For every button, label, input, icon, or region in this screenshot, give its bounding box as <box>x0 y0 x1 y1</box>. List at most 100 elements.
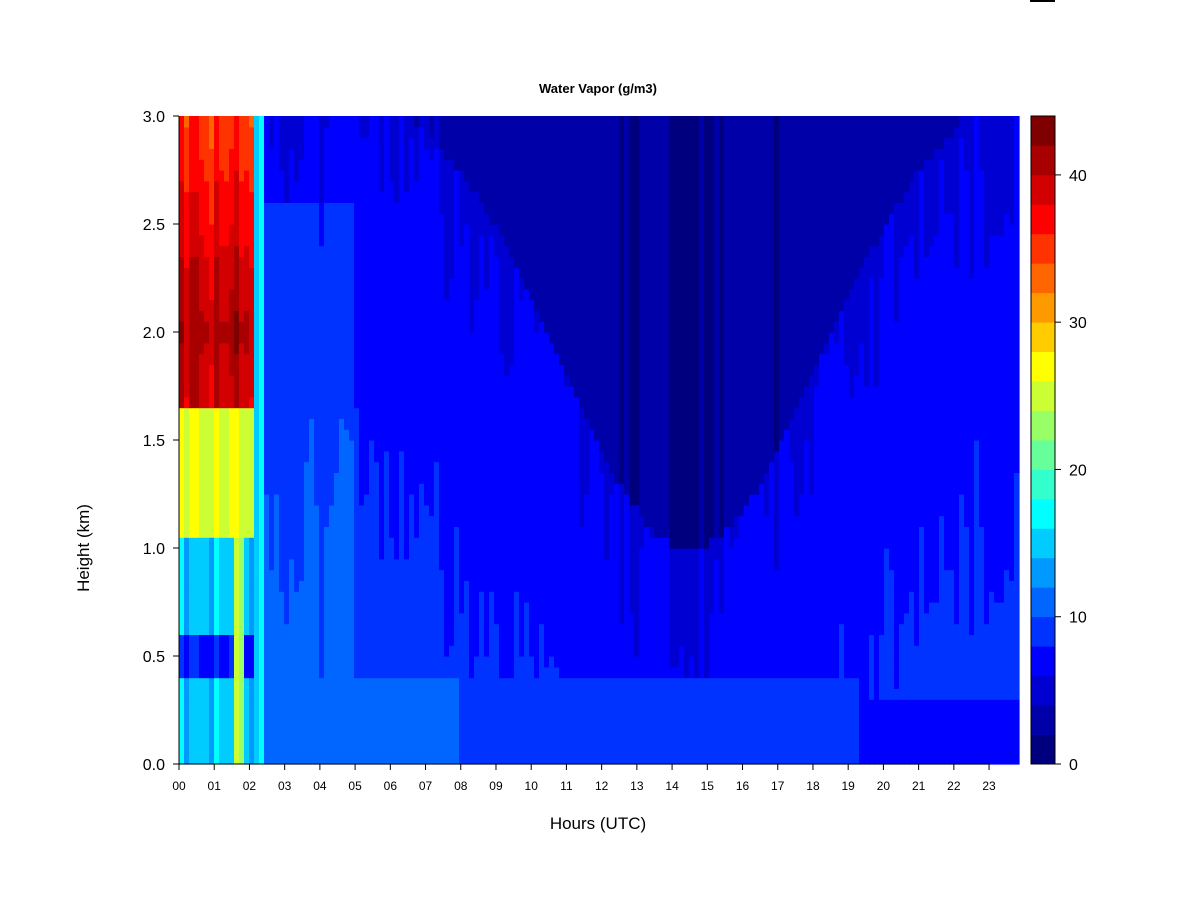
heatmap-cell <box>259 591 265 603</box>
heatmap-cell <box>494 710 500 722</box>
heatmap-cell <box>439 234 445 247</box>
heatmap-cell <box>369 234 375 247</box>
heatmap-cell <box>549 299 555 311</box>
heatmap-cell <box>494 224 500 236</box>
heatmap-cell <box>479 699 485 711</box>
heatmap-cell <box>589 159 595 171</box>
heatmap-cell <box>374 224 380 236</box>
heatmap-cell <box>374 116 380 128</box>
heatmap-cell <box>209 580 215 592</box>
heatmap-cell <box>254 450 260 463</box>
heatmap-cell <box>409 353 415 365</box>
heatmap-cell <box>414 515 420 527</box>
heatmap-cell <box>524 710 530 722</box>
heatmap-cell <box>309 742 315 754</box>
heatmap-cell <box>509 558 515 571</box>
heatmap-cell <box>334 137 340 149</box>
heatmap-cell <box>394 116 400 128</box>
heatmap-cell <box>529 526 535 538</box>
heatmap-cell <box>214 612 220 625</box>
heatmap-cell <box>234 656 240 668</box>
heatmap-cell <box>359 623 365 635</box>
heatmap-cell <box>399 494 405 506</box>
heatmap-cell <box>324 159 330 171</box>
heatmap-cell <box>349 699 355 711</box>
heatmap-cell <box>389 623 395 635</box>
heatmap-cell <box>224 321 230 333</box>
heatmap-cell <box>514 267 520 279</box>
heatmap-cell <box>569 299 575 311</box>
heatmap-cell <box>374 429 380 441</box>
heatmap-cell <box>514 191 520 203</box>
heatmap-cell <box>504 170 510 182</box>
heatmap-cell <box>554 483 560 495</box>
heatmap-cell <box>304 159 310 171</box>
heatmap-cell <box>219 623 225 635</box>
heatmap-cell <box>539 256 545 268</box>
heatmap-cell <box>559 159 565 171</box>
heatmap-cell <box>224 332 230 344</box>
heatmap-cell <box>454 191 460 203</box>
heatmap-cell <box>264 375 270 387</box>
heatmap-cell <box>374 299 380 311</box>
heatmap-cell <box>579 742 585 754</box>
heatmap-cell <box>254 537 260 549</box>
heatmap-cell <box>399 418 405 430</box>
heatmap-cell <box>594 720 600 733</box>
heatmap-cell <box>504 699 510 711</box>
heatmap-cell <box>549 159 555 171</box>
heatmap-cell <box>534 494 540 506</box>
heatmap-cell <box>349 515 355 527</box>
heatmap-cell <box>539 515 545 527</box>
heatmap-cell <box>309 677 315 689</box>
heatmap-cell <box>379 180 385 193</box>
heatmap-cell <box>489 612 495 625</box>
heatmap-cell <box>384 213 390 225</box>
heatmap-cell <box>229 256 235 268</box>
heatmap-cell <box>209 645 215 657</box>
heatmap-cell <box>234 688 240 700</box>
heatmap-cell <box>504 353 510 365</box>
heatmap-cell <box>199 602 205 614</box>
heatmap-cell <box>209 418 215 430</box>
heatmap-cell <box>219 612 225 625</box>
heatmap-cell <box>359 656 365 668</box>
heatmap-cell <box>529 256 535 268</box>
heatmap-cell <box>404 278 410 290</box>
heatmap-cell <box>414 267 420 279</box>
heatmap-cell <box>334 332 340 344</box>
heatmap-cell <box>264 126 270 139</box>
heatmap-cell <box>294 418 300 430</box>
heatmap-cell <box>234 202 240 214</box>
heatmap-cell <box>199 429 205 441</box>
heatmap-cell <box>579 537 585 549</box>
heatmap-cell <box>529 375 535 387</box>
heatmap-cell <box>269 440 275 452</box>
heatmap-cell <box>549 310 555 322</box>
heatmap-cell <box>354 332 360 344</box>
heatmap-cell <box>454 256 460 268</box>
heatmap-cell <box>454 548 460 560</box>
heatmap-cell <box>489 159 495 171</box>
heatmap-cell <box>559 245 565 257</box>
heatmap-cell <box>394 461 400 473</box>
heatmap-cell <box>334 234 340 247</box>
heatmap-cell <box>404 148 410 160</box>
heatmap-cell <box>439 623 445 635</box>
heatmap-cell <box>474 256 480 268</box>
heatmap-cell <box>464 483 470 495</box>
heatmap-cell <box>309 234 315 247</box>
heatmap-cell <box>409 126 415 139</box>
heatmap-cell <box>184 245 190 257</box>
heatmap-cell <box>559 677 565 689</box>
heatmap-cell <box>249 407 255 419</box>
heatmap-cell <box>329 440 335 452</box>
heatmap-cell <box>514 180 520 193</box>
heatmap-cell <box>314 170 320 182</box>
heatmap-cell <box>579 580 585 592</box>
heatmap-cell <box>479 299 485 311</box>
heatmap-cell <box>314 342 320 355</box>
heatmap-cell <box>469 418 475 430</box>
heatmap-cell <box>269 742 275 754</box>
heatmap-cell <box>374 753 380 765</box>
